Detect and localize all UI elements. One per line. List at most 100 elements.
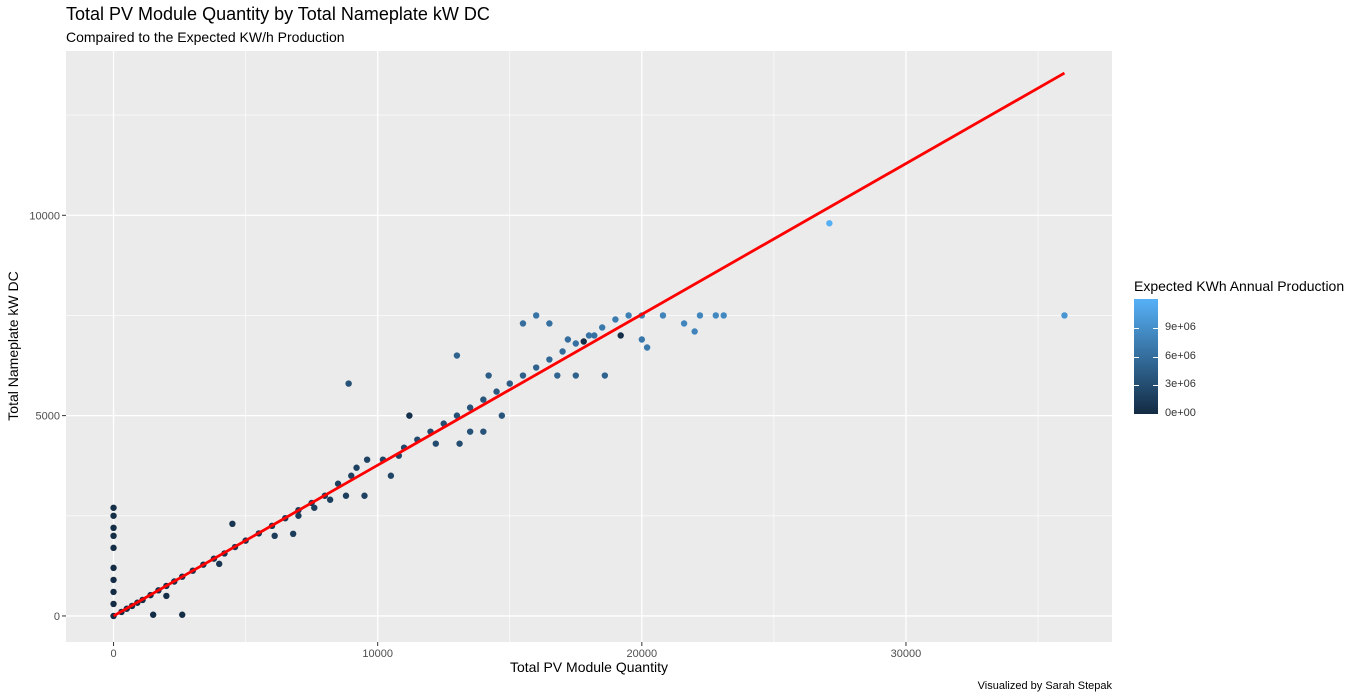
y-tick-label: 10000 xyxy=(29,210,60,222)
data-point xyxy=(712,312,719,319)
legend-tick-label: 6e+06 xyxy=(1165,349,1196,362)
data-point xyxy=(493,388,500,395)
data-point xyxy=(110,524,117,532)
data-point xyxy=(659,312,667,319)
data-point xyxy=(289,530,297,538)
data-point xyxy=(456,440,463,447)
data-point xyxy=(546,320,553,327)
data-point xyxy=(625,312,632,319)
data-point xyxy=(546,356,553,363)
data-point xyxy=(363,456,371,463)
x-tick-label: 30000 xyxy=(891,648,922,660)
data-point xyxy=(110,544,117,552)
legend-tick-mark xyxy=(1134,327,1139,329)
grid-minor xyxy=(66,51,1112,642)
legend-tick-mark xyxy=(1153,356,1158,358)
x-tick-label: 10000 xyxy=(362,648,393,660)
data-point xyxy=(466,428,474,435)
data-point xyxy=(480,396,487,403)
x-tick-label: 20000 xyxy=(627,648,658,660)
data-point xyxy=(311,504,318,511)
data-point xyxy=(680,320,688,327)
data-point xyxy=(110,512,117,519)
data-point xyxy=(720,312,727,319)
data-point xyxy=(110,576,117,584)
legend-title: Expected KWh Annual Production xyxy=(1134,278,1345,294)
chart-subtitle: Compaired to the Expected KW/h Productio… xyxy=(66,29,345,45)
chart-caption: Visualized by Sarah Stepak xyxy=(977,680,1112,692)
legend-tick-mark xyxy=(1134,356,1139,358)
data-point xyxy=(506,380,513,387)
data-point xyxy=(554,372,561,379)
data-point xyxy=(638,336,646,343)
legend-tick-mark xyxy=(1153,414,1158,415)
data-point xyxy=(342,492,350,499)
data-point xyxy=(532,312,540,319)
data-point xyxy=(406,412,413,419)
data-point xyxy=(572,372,579,379)
legend-tick-label: 0e+00 xyxy=(1165,407,1196,419)
data-point xyxy=(110,564,117,572)
data-point xyxy=(591,332,598,339)
data-point xyxy=(326,496,334,503)
data-point xyxy=(601,372,609,379)
data-point xyxy=(387,472,395,479)
data-point xyxy=(485,372,492,379)
data-point xyxy=(110,600,117,608)
x-axis: 0 10000 20000 30000 xyxy=(110,642,921,660)
data-point xyxy=(580,338,587,345)
legend-tick-mark xyxy=(1153,327,1158,329)
data-point xyxy=(466,404,474,411)
y-axis: 0 5000 10000 xyxy=(29,210,66,623)
data-point xyxy=(432,440,439,447)
data-point xyxy=(179,611,186,618)
data-point xyxy=(361,492,368,499)
y-tick-label: 5000 xyxy=(36,411,60,423)
data-point xyxy=(480,428,487,435)
x-axis-label: Total PV Module Quantity xyxy=(510,659,668,675)
data-point xyxy=(572,340,579,347)
data-point xyxy=(691,328,698,335)
data-point xyxy=(110,532,117,540)
data-point xyxy=(564,336,572,343)
data-point xyxy=(163,592,170,600)
data-point xyxy=(826,220,833,227)
data-point xyxy=(532,364,540,371)
chart-title: Total PV Module Quantity by Total Namepl… xyxy=(66,4,490,24)
data-point xyxy=(599,324,606,331)
y-axis-label: Total Nameplate kW DC xyxy=(5,271,21,420)
data-point xyxy=(295,512,302,519)
data-point xyxy=(612,316,619,323)
legend-tick-label: 9e+06 xyxy=(1165,320,1196,333)
data-point xyxy=(453,412,461,419)
data-point xyxy=(696,312,704,319)
trend-layer xyxy=(112,71,1066,618)
legend-tick-mark xyxy=(1134,414,1139,415)
data-point xyxy=(498,412,506,419)
grid-major xyxy=(66,51,1112,642)
data-point xyxy=(1061,312,1068,319)
legend-tick-label: 3e+06 xyxy=(1165,378,1196,391)
legend-tick-mark xyxy=(1153,385,1158,387)
data-point xyxy=(149,611,157,618)
data-point xyxy=(617,332,624,339)
data-point xyxy=(229,520,236,527)
data-point xyxy=(345,380,352,387)
data-point xyxy=(559,348,566,355)
data-point xyxy=(110,588,117,596)
data-point xyxy=(110,504,117,511)
data-point xyxy=(216,560,223,568)
legend-tick-mark xyxy=(1134,385,1139,387)
x-tick-label: 0 xyxy=(110,648,116,660)
trend-line xyxy=(112,71,1066,618)
data-point xyxy=(519,372,527,379)
data-point xyxy=(519,320,527,327)
data-point xyxy=(453,352,461,359)
y-tick-label: 0 xyxy=(54,611,60,623)
data-point xyxy=(585,332,593,339)
data-point xyxy=(353,464,360,471)
data-point xyxy=(643,344,651,351)
data-point xyxy=(271,532,278,540)
data-point xyxy=(348,472,355,479)
